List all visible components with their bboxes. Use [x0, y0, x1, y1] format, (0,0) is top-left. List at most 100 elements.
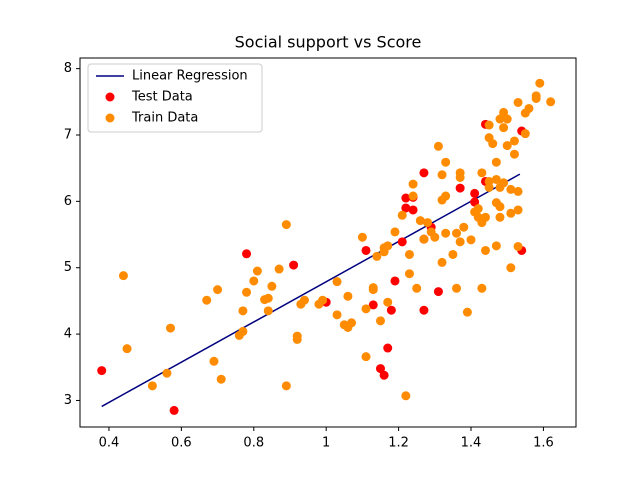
point	[274, 264, 284, 274]
point	[506, 208, 516, 218]
point	[401, 203, 411, 213]
point	[430, 232, 440, 242]
point	[332, 277, 342, 287]
point	[216, 374, 226, 384]
point	[343, 291, 353, 301]
x-tick-label: 1.4	[461, 436, 482, 451]
point	[162, 368, 172, 378]
point	[412, 283, 422, 293]
point	[509, 149, 519, 159]
point	[372, 251, 382, 261]
point	[415, 216, 425, 226]
point	[292, 331, 302, 341]
point	[390, 276, 400, 286]
point	[397, 237, 407, 247]
point	[441, 228, 451, 238]
point	[455, 168, 465, 178]
x-tick-label: 0.8	[243, 436, 264, 451]
point	[408, 191, 418, 201]
point	[499, 178, 509, 188]
point	[509, 136, 519, 146]
point	[466, 235, 476, 245]
point	[347, 318, 357, 328]
y-tick-label: 4	[64, 327, 72, 342]
point	[118, 271, 128, 281]
point	[524, 103, 534, 113]
y-tick-label: 5	[64, 260, 72, 275]
point	[441, 191, 451, 201]
point	[263, 306, 273, 316]
point	[404, 269, 414, 279]
point	[361, 245, 371, 255]
x-tick-label: 1	[322, 436, 330, 451]
point	[546, 97, 556, 107]
point	[470, 197, 480, 207]
point	[470, 188, 480, 198]
point	[397, 210, 407, 220]
point	[390, 227, 400, 237]
point	[401, 193, 411, 203]
point	[383, 241, 393, 251]
point	[506, 263, 516, 273]
point	[375, 316, 385, 326]
point	[169, 405, 179, 415]
point	[368, 300, 378, 310]
point	[202, 295, 212, 305]
point	[513, 186, 523, 196]
point	[499, 107, 509, 117]
point	[147, 381, 157, 391]
point	[419, 234, 429, 244]
point	[242, 249, 252, 259]
point	[477, 168, 487, 178]
point	[263, 293, 273, 303]
point	[433, 141, 443, 151]
point	[455, 237, 465, 247]
point	[448, 249, 458, 259]
regression-line	[101, 173, 521, 408]
point	[452, 283, 462, 293]
point	[433, 287, 443, 297]
point	[238, 326, 248, 336]
point	[484, 182, 494, 192]
legend-label: Linear Regression	[132, 69, 248, 84]
point	[383, 343, 393, 353]
point	[281, 220, 291, 230]
x-tick-label: 1.6	[533, 436, 554, 451]
y-tick-label: 8	[64, 61, 72, 76]
legend-label: Train Data	[131, 111, 198, 126]
point	[213, 285, 223, 295]
point	[491, 174, 501, 184]
point	[419, 168, 429, 178]
point	[520, 129, 530, 139]
point	[473, 204, 483, 214]
point	[238, 306, 248, 316]
point	[423, 218, 433, 228]
point	[459, 222, 469, 232]
point	[267, 281, 277, 291]
point	[477, 283, 487, 293]
point	[495, 114, 505, 124]
point	[252, 266, 262, 276]
x-tick-label: 1.2	[388, 436, 409, 451]
point	[209, 356, 219, 366]
point	[419, 305, 429, 315]
point	[299, 295, 309, 305]
point	[513, 97, 523, 107]
point	[375, 364, 385, 374]
point	[462, 307, 472, 317]
y-tick-label: 3	[64, 393, 72, 408]
point	[506, 184, 516, 194]
axes-frame	[79, 57, 577, 428]
point	[488, 139, 498, 149]
x-tick-label: 0.4	[99, 436, 120, 451]
point	[97, 366, 107, 376]
legend-marker	[105, 92, 115, 102]
point	[513, 205, 523, 215]
point	[502, 114, 512, 124]
point	[491, 157, 501, 167]
point	[502, 141, 512, 151]
point	[386, 305, 396, 315]
legend-marker	[105, 113, 115, 123]
point	[408, 205, 418, 215]
